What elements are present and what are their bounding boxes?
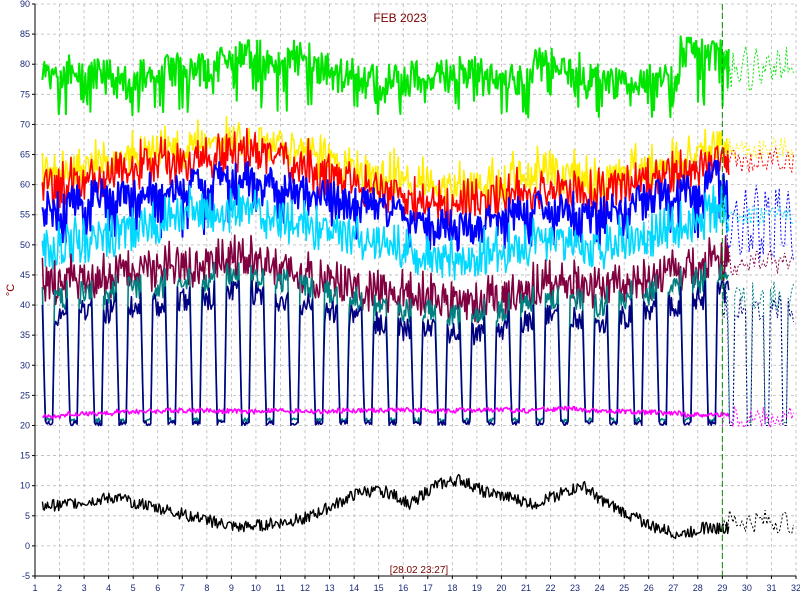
series-line <box>42 405 730 420</box>
x-tick-label: 21 <box>521 583 531 593</box>
series-line <box>41 35 730 119</box>
series-line <box>41 473 730 540</box>
series-line <box>41 280 730 427</box>
x-tick-label: 5 <box>131 583 136 593</box>
series-line <box>41 184 730 281</box>
y-axis-ticks: -5 0 5 10 15 20 25 30 35 40 45 50 55 60 65 70 75 80 85 90 <box>20 0 35 581</box>
series-layer <box>41 35 730 540</box>
x-tick-label: 10 <box>251 583 261 593</box>
x-tick-label: 23 <box>570 583 580 593</box>
y-tick-label: 10 <box>20 481 30 491</box>
x-tick-label: 14 <box>349 583 359 593</box>
x-tick-label: 20 <box>496 583 506 593</box>
x-tick-label: 24 <box>595 583 605 593</box>
y-tick-label: 60 <box>20 180 30 190</box>
x-tick-label: 17 <box>423 583 433 593</box>
x-tick-label: 1 <box>32 583 37 593</box>
y-tick-label: 65 <box>20 150 30 160</box>
y-tick-label: 35 <box>20 330 30 340</box>
x-tick-label: 27 <box>668 583 678 593</box>
x-axis-ticks: 1 2 3 4 5 6 7 8 9 10 11 12 13 14 15 16 17 18 19 20 21 22 23 24 2… <box>32 576 800 593</box>
forecast-line <box>721 146 794 174</box>
forecast-line <box>721 203 794 227</box>
x-tick-label: 25 <box>619 583 629 593</box>
y-tick-label: 25 <box>20 390 30 400</box>
series-line <box>41 127 730 228</box>
y-tick-label: 75 <box>20 89 30 99</box>
x-tick-label: 30 <box>742 583 752 593</box>
y-tick-label: 55 <box>20 210 30 220</box>
x-tick-label: 26 <box>644 583 654 593</box>
y-axis-label: °C <box>5 284 17 296</box>
y-tick-label: 30 <box>20 360 30 370</box>
x-tick-label: 3 <box>82 583 87 593</box>
series-line <box>41 159 730 252</box>
x-tick-label: 29 <box>717 583 727 593</box>
y-tick-label: 85 <box>20 29 30 39</box>
y-tick-label: 90 <box>20 0 30 9</box>
y-tick-label: 20 <box>20 420 30 430</box>
x-tick-label: 13 <box>325 583 335 593</box>
x-tick-label: 2 <box>57 583 62 593</box>
x-tick-label: 6 <box>155 583 160 593</box>
x-tick-label: 11 <box>276 583 285 593</box>
y-tick-label: 5 <box>25 511 30 521</box>
forecast-line <box>721 405 794 429</box>
x-tick-label: 8 <box>204 583 209 593</box>
x-tick-label: 18 <box>447 583 457 593</box>
axes <box>34 4 796 577</box>
x-tick-label: 16 <box>398 583 408 593</box>
series-line <box>41 262 730 424</box>
forecast-layer <box>721 46 794 535</box>
y-tick-label: 70 <box>20 119 30 129</box>
y-tick-label: 50 <box>20 240 30 250</box>
timestamp-label: [28.02 23:27] <box>390 565 449 576</box>
x-tick-label: 19 <box>472 583 482 593</box>
series-line <box>41 234 730 324</box>
chart-title: FEB 2023 <box>373 11 427 25</box>
y-tick-label: 80 <box>20 59 30 69</box>
x-tick-label: 4 <box>106 583 111 593</box>
y-tick-label: -5 <box>22 571 30 581</box>
x-tick-label: 12 <box>300 583 310 593</box>
x-tick-label: 31 <box>766 583 776 593</box>
x-tick-label: 15 <box>374 583 384 593</box>
x-tick-label: 22 <box>546 583 556 593</box>
y-tick-label: 15 <box>20 451 30 461</box>
y-tick-label: 45 <box>20 270 30 280</box>
x-tick-label: 32 <box>791 583 800 593</box>
forecast-line <box>721 46 794 93</box>
x-tick-label: 28 <box>693 583 703 593</box>
x-tick-label: 7 <box>180 583 185 593</box>
forecast-line <box>721 136 794 161</box>
x-tick-label: 9 <box>229 583 234 593</box>
forecast-line <box>721 295 794 426</box>
y-tick-label: 40 <box>20 300 30 310</box>
y-tick-label: 0 <box>25 541 30 551</box>
series-line <box>41 116 730 208</box>
